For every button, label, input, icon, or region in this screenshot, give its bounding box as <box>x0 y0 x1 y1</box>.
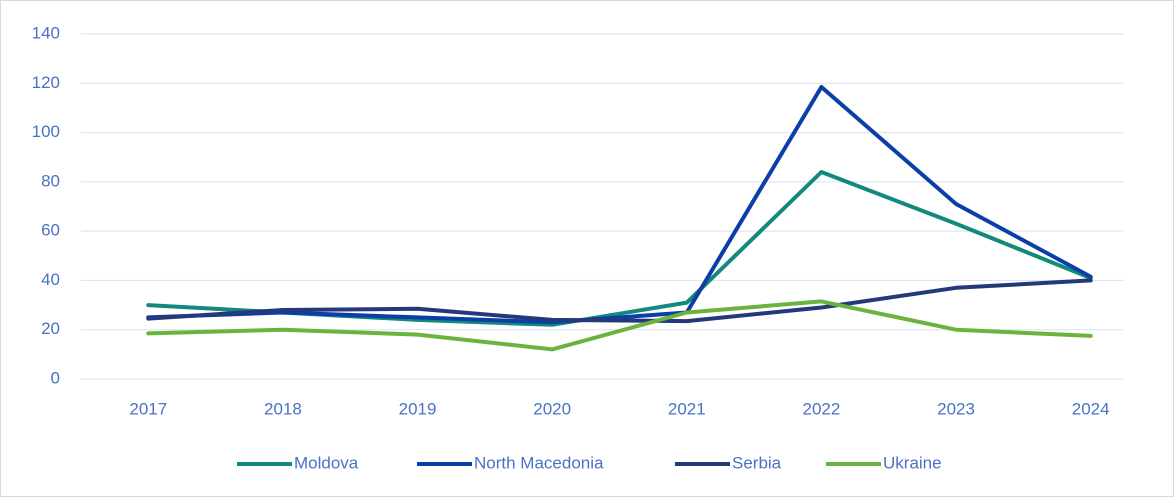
y-tick-label: 140 <box>32 23 60 42</box>
y-tick-label: 80 <box>41 171 60 190</box>
legend-label: Serbia <box>732 453 782 472</box>
y-tick-label: 20 <box>41 319 60 338</box>
y-tick-label: 40 <box>41 270 60 289</box>
series-line <box>146 278 1093 324</box>
x-tick-label: 2022 <box>803 399 841 418</box>
x-tick-label: 2024 <box>1072 399 1110 418</box>
y-tick-label: 0 <box>51 368 60 387</box>
legend-label: Moldova <box>294 453 359 472</box>
x-tick-label: 2020 <box>533 399 571 418</box>
series-line <box>146 85 1093 325</box>
x-tick-label: 2018 <box>264 399 302 418</box>
x-tick-label: 2023 <box>937 399 975 418</box>
series-line <box>146 299 1093 352</box>
x-tick-label: 2017 <box>129 399 167 418</box>
y-tick-label: 100 <box>32 122 60 141</box>
y-tick-label: 60 <box>41 221 60 240</box>
legend-label: Ukraine <box>883 453 942 472</box>
legend-label: North Macedonia <box>474 453 604 472</box>
y-tick-label: 120 <box>32 73 60 92</box>
x-tick-label: 2019 <box>399 399 437 418</box>
x-tick-label: 2021 <box>668 399 706 418</box>
